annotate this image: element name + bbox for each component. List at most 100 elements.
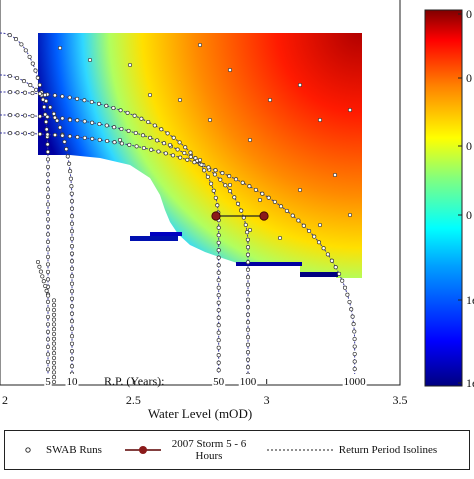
swab-run-point	[34, 87, 39, 92]
swab-run-point	[352, 329, 357, 334]
swab-run-point	[51, 331, 57, 337]
rp-label-bg	[65, 374, 79, 387]
swab-run-point	[233, 177, 239, 182]
swab-run-point	[141, 145, 146, 151]
swab-run-point	[140, 133, 146, 138]
swab-run-point	[155, 138, 160, 143]
swab-run-point	[227, 189, 233, 194]
swab-run-point	[215, 203, 220, 208]
legend: SWAB Runs 2007 Storm 5 - 6 Hours Return …	[4, 430, 470, 470]
swab-run-point	[213, 195, 218, 200]
swab-run-point	[51, 341, 57, 346]
swab-run-point	[352, 351, 357, 357]
swab-run-point	[227, 67, 233, 73]
swab-run-point	[216, 270, 221, 275]
swab-run-point	[266, 195, 271, 200]
swab-run-point	[127, 142, 132, 147]
swab-run-point	[167, 142, 173, 148]
swab-run-point	[245, 237, 250, 242]
swab-run-point	[347, 299, 352, 305]
swab-run-point	[97, 121, 102, 127]
storm-2007-start-point	[211, 211, 221, 221]
legend-item-swab-runs: SWAB Runs	[17, 431, 147, 469]
swab-run-point	[272, 199, 277, 204]
swab-run-point	[82, 119, 87, 124]
swab-run-point	[60, 116, 65, 121]
swab-run-point	[75, 135, 80, 140]
swab-run-point	[202, 168, 207, 173]
swab-run-point	[197, 157, 203, 163]
swab-run-point	[325, 252, 330, 257]
swab-run-point	[90, 120, 95, 125]
swab-run-point	[134, 144, 139, 149]
swab-run-point	[52, 115, 57, 120]
swab-run-point	[312, 234, 317, 239]
swab-run-point	[45, 359, 51, 364]
rp-label-bg	[342, 374, 367, 387]
swab-run-point	[30, 113, 35, 118]
swab-run-point	[216, 323, 221, 328]
swab-run-point	[45, 247, 51, 252]
x-axis-label: Water Level (mOD)	[148, 406, 252, 421]
x-tick-label: 3	[264, 393, 270, 407]
swab-run-point	[75, 96, 80, 101]
swab-run-point	[333, 265, 338, 270]
swab-run-point	[30, 61, 35, 66]
swab-run-point	[347, 107, 353, 113]
swab-run-point	[216, 225, 221, 230]
swab-run-point	[245, 342, 251, 347]
swab-run-point	[51, 312, 57, 317]
swab-run-point	[209, 181, 214, 186]
rp-label-bg	[44, 374, 52, 387]
swab-runs-layer	[7, 33, 357, 385]
swab-run-point	[296, 218, 301, 223]
swab-run-point	[35, 75, 40, 80]
swab-run-point	[216, 353, 221, 358]
swab-run-point	[51, 379, 57, 385]
swab-run-point	[245, 312, 251, 317]
swab-run-point	[69, 341, 75, 346]
swab-run-point	[112, 140, 117, 145]
swab-run-point	[185, 157, 190, 162]
swab-run-point	[69, 251, 75, 256]
swab-run-point	[45, 254, 51, 259]
swab-run-point	[23, 48, 28, 53]
swab-run-point	[69, 296, 75, 301]
x-tick-label: 3.5	[393, 393, 408, 407]
swab-run-point	[111, 105, 116, 111]
heat-edge-strip	[150, 232, 182, 236]
swab-run-point	[51, 303, 57, 308]
swab-run-point	[216, 278, 221, 283]
isoline-100	[0, 114, 249, 378]
swab-run-point	[245, 320, 251, 325]
swab-run-point	[117, 137, 123, 143]
colorbar-tick-label: 1e	[466, 293, 474, 307]
swab-run-point	[69, 221, 75, 226]
swab-run-point	[42, 104, 47, 110]
rp-label-bg	[238, 374, 258, 387]
swab-run-point	[352, 366, 357, 372]
swab-run-point	[127, 62, 133, 68]
swab-run-point	[68, 176, 73, 181]
swab-run-point	[7, 90, 13, 95]
swab-run-point	[216, 315, 221, 320]
swab-run-point	[67, 134, 72, 139]
heat-edge-strip	[130, 236, 178, 241]
swab-run-point	[212, 172, 217, 177]
swab-run-point	[278, 204, 284, 209]
swab-run-point	[51, 355, 57, 361]
swab-run-point	[216, 263, 221, 268]
swab-run-point	[216, 255, 221, 260]
swab-run-point	[247, 137, 253, 143]
swab-run-point	[284, 208, 289, 213]
swab-run-point	[69, 334, 75, 339]
swab-run-point	[7, 33, 12, 38]
swab-run-point	[15, 113, 20, 118]
swab-run-point	[245, 365, 251, 370]
swab-run-point	[62, 139, 67, 144]
swab-run-point	[245, 282, 251, 287]
legend-item-return-period: Return Period Isolines	[267, 431, 467, 469]
swab-run-point	[45, 179, 51, 184]
swab-run-point	[235, 201, 241, 206]
swab-run-point	[340, 278, 345, 283]
